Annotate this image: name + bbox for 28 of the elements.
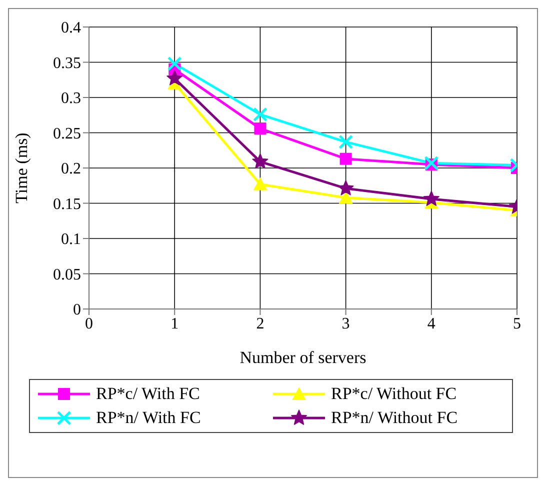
x-tick-label: 2	[256, 315, 264, 332]
x-tick-label: 0	[85, 315, 93, 332]
point	[252, 153, 268, 169]
legend-label: RP*c/ Without FC	[331, 384, 457, 404]
y-tick-label: 0.2	[61, 160, 81, 178]
legend-label: RP*n/ Without FC	[331, 408, 458, 428]
y-tick-label: 0.15	[53, 196, 81, 213]
y-axis-title: Time (ms)	[12, 132, 32, 204]
y-tick-label: 0.3	[61, 90, 81, 108]
point	[254, 122, 266, 135]
point	[338, 180, 354, 196]
point	[253, 177, 268, 190]
x-tick-label: 3	[342, 315, 350, 332]
y-tick-label: 0.05	[53, 266, 81, 284]
y-tick-label: 0	[73, 302, 81, 319]
y-tick-label: 0.4	[61, 20, 81, 37]
point	[423, 190, 440, 206]
point	[340, 152, 352, 165]
y-tick-label: 0.35	[53, 54, 81, 72]
x-tick-label: 4	[427, 315, 436, 332]
y-tick-label: 0.25	[53, 125, 81, 142]
x-axis-title: Number of servers	[240, 348, 366, 367]
legend-label: RP*n/ With FC	[96, 408, 201, 428]
point	[166, 70, 183, 86]
legend-label: RP*c/ With FC	[96, 384, 200, 404]
y-tick-label: 0.1	[61, 231, 81, 248]
x-tick-label: 1	[170, 315, 179, 332]
x-tick-label: 5	[513, 315, 521, 332]
